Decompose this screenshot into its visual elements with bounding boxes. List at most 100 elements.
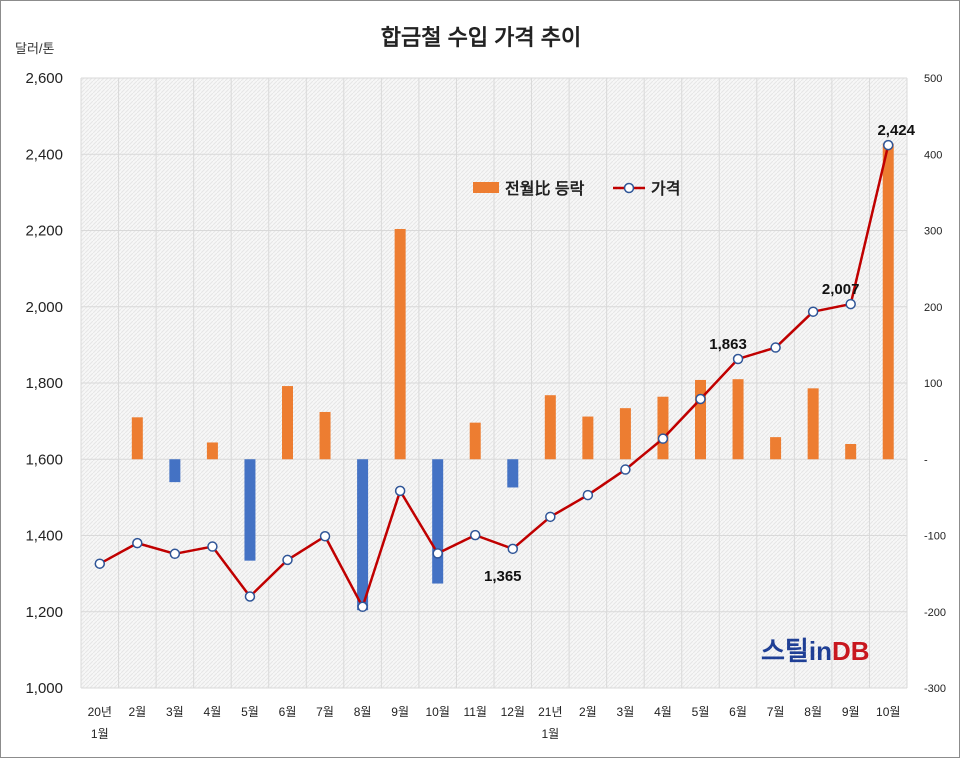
price-point: [169, 548, 181, 560]
x-axis-tick-label: 7월: [767, 705, 785, 719]
x-axis-tick-label: 8월: [804, 705, 822, 719]
left-axis-tick-label: 2,200: [25, 223, 63, 240]
legend-bar-label: 전월比 등락: [505, 179, 585, 198]
x-axis-tick-label: 8월: [354, 705, 372, 719]
price-line: [99, 144, 890, 609]
left-axis-ticks: 1,000 1,200 1,400 1,600 1,800 2,000 2,200 2,400…: [25, 70, 63, 697]
bar: [169, 459, 181, 483]
left-axis-tick-label: 2,600: [25, 70, 63, 87]
data-label: 1,863: [709, 336, 747, 353]
price-point: [695, 393, 706, 405]
legend: 전월比 등락 가격: [473, 179, 680, 198]
right-axis-tick-label: -: [924, 454, 928, 466]
price-point: [657, 433, 669, 444]
price-point: [620, 464, 631, 475]
price-point: [507, 543, 519, 555]
x-axis-tick-label: 11월: [463, 705, 487, 719]
price-point: [770, 342, 781, 353]
price-point: [807, 306, 819, 317]
data-labels: 1,365 1,863 2,007 2,424: [484, 122, 916, 585]
data-label: 2,007: [822, 281, 860, 298]
price-point: [394, 485, 406, 497]
price-point: [545, 511, 556, 523]
x-axis-tick-label: 5월: [692, 705, 710, 719]
logo-text: 스틸inDB: [761, 636, 870, 666]
x-axis-tick-label: 21년: [538, 705, 562, 719]
bar: [244, 459, 256, 561]
right-axis-tick-label: 200: [924, 302, 942, 314]
bar: [394, 228, 406, 460]
logo: 스틸inDB: [761, 636, 870, 666]
x-axis-tick-label: 6월: [279, 705, 297, 719]
left-axis-tick-label: 2,400: [25, 146, 63, 163]
x-axis-tick-label: 4월: [204, 705, 222, 719]
price-point: [357, 601, 368, 613]
x-axis-tick-label: 20년: [88, 705, 112, 719]
price-point: [244, 591, 256, 602]
x-axis-tick-label: 2월: [128, 705, 146, 719]
x-axis-tick-label: 3월: [617, 705, 635, 719]
bar: [882, 143, 894, 460]
price-point: [469, 529, 481, 541]
bar: [619, 408, 631, 460]
left-axis-tick-label: 1,600: [25, 451, 63, 468]
x-axis-tick-label: 12월: [501, 705, 525, 719]
price-point: [582, 489, 594, 501]
bar: [770, 437, 782, 460]
bar: [695, 379, 706, 460]
left-axis-tick-label: 1,800: [25, 375, 63, 392]
x-axis-tick-label: 5월: [241, 705, 259, 719]
right-axis-tick-label: -300: [924, 683, 946, 695]
price-point: [845, 298, 856, 310]
bar: [732, 379, 744, 460]
line-series: [94, 139, 894, 613]
x-axis-tick-label: 4월: [654, 705, 672, 719]
x-axis-tick-label: 6월: [729, 705, 747, 719]
x-axis-tick-label: 9월: [391, 705, 409, 719]
bar: [507, 459, 519, 488]
right-axis-tick-label: -100: [924, 531, 946, 543]
price-point: [207, 541, 218, 552]
right-axis-tick-label: 300: [924, 226, 942, 238]
price-point: [132, 537, 143, 549]
y-axis-unit-label: 달러/톤: [15, 41, 55, 56]
legend-line-marker: [623, 182, 635, 194]
chart-title: 합금철 수입 가격 추이: [381, 25, 582, 50]
bar: [319, 411, 331, 460]
gridlines: [80, 77, 908, 689]
price-point: [319, 531, 331, 542]
bar: [432, 459, 444, 584]
data-label: 1,365: [484, 568, 522, 585]
legend-line-label: 가격: [651, 180, 680, 198]
left-axis-tick-label: 1,000: [25, 680, 63, 697]
bar: [469, 422, 481, 460]
x-axis-tick-label: 9월: [842, 705, 860, 719]
right-axis-tick-label: 100: [924, 378, 942, 390]
price-point: [882, 139, 894, 151]
data-label: 2,424: [877, 122, 915, 139]
bar: [206, 442, 218, 460]
legend-bar-swatch: [473, 182, 499, 193]
right-axis-tick-label: 500: [924, 73, 942, 85]
right-axis-tick-label: 400: [924, 149, 942, 161]
left-axis-tick-label: 2,000: [25, 299, 63, 316]
price-point: [432, 548, 443, 559]
left-axis-tick-label: 1,400: [25, 528, 63, 545]
x-axis-tick-label: 1월: [541, 727, 559, 741]
x-axis-ticks: 20년 1월 2월 3월 4월 5월 6월 7월 8월 9월 10월 11월 12월 21년 1월 2월 3월 4…: [88, 705, 901, 741]
right-axis-tick-label: -200: [924, 607, 946, 619]
price-point: [94, 558, 106, 569]
price-point: [732, 353, 744, 365]
x-axis-tick-label: 3월: [166, 705, 184, 719]
bar: [282, 386, 293, 460]
bar: [657, 396, 669, 460]
x-axis-tick-label: 2월: [579, 705, 597, 719]
bar: [357, 459, 369, 611]
bar: [131, 417, 143, 460]
bar: [582, 416, 594, 460]
x-axis-tick-label: 1월: [91, 727, 109, 741]
left-axis-tick-label: 1,200: [25, 604, 63, 621]
x-axis-tick-label: 10월: [425, 705, 449, 719]
